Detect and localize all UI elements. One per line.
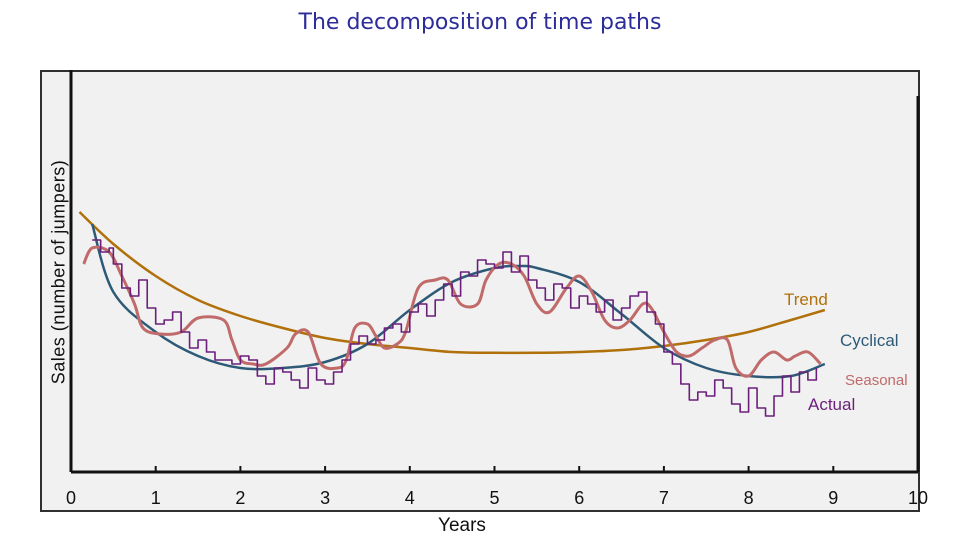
actual-label: Actual [808,395,855,414]
trend-line [78,211,826,355]
seasonal-label: Seasonal [845,372,908,389]
x-tick-label: 1 [151,488,161,508]
x-tick-label: 2 [235,488,245,508]
cyclical-label: Cyclical [840,331,899,350]
x-axis-ticks: 0 1 2 3 4 5 6 7 8 9 10 [66,466,928,508]
actual-line [92,239,818,417]
series-labels: Trend Cyclical Seasonal Actual [784,290,908,414]
x-tick-label: 5 [489,488,499,508]
x-tick-label: 3 [320,488,330,508]
trend-label: Trend [784,290,828,309]
x-axis-label: Years [438,515,486,536]
x-tick-label: 0 [66,488,76,508]
x-tick-label: 6 [574,488,584,508]
cyclical-line [90,223,826,379]
x-tick-label: 10 [908,488,928,508]
chart-axes [69,70,920,474]
x-tick-label: 7 [659,488,669,508]
x-tick-label: 9 [828,488,838,508]
chart-frame [40,70,920,512]
seasonal-line [82,245,822,378]
chart-title: The decomposition of time paths [298,10,662,35]
x-tick-label: 4 [405,488,415,508]
x-tick-label: 8 [744,488,754,508]
series-layer [78,211,826,417]
